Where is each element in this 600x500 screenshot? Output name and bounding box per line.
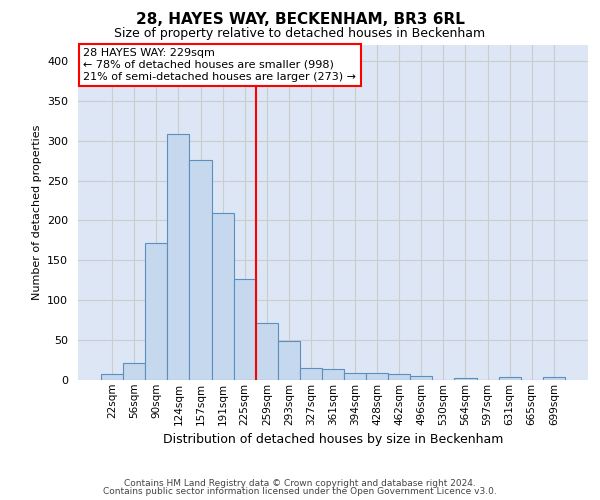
Bar (499, 377, 521, 380)
Bar (410, 376, 433, 380)
Bar (101, 374, 123, 380)
Bar (300, 368, 322, 380)
Bar (278, 341, 300, 380)
Bar (233, 278, 256, 380)
Bar (322, 369, 344, 380)
Text: Contains public sector information licensed under the Open Government Licence v3: Contains public sector information licen… (103, 487, 497, 496)
Bar (256, 322, 278, 380)
Y-axis label: Number of detached properties: Number of detached properties (32, 125, 41, 300)
Bar (123, 363, 145, 380)
Text: Contains HM Land Registry data © Crown copyright and database right 2024.: Contains HM Land Registry data © Crown c… (124, 478, 476, 488)
X-axis label: Distribution of detached houses by size in Beckenham: Distribution of detached houses by size … (163, 433, 503, 446)
Text: 28 HAYES WAY: 229sqm
← 78% of detached houses are smaller (998)
21% of semi-deta: 28 HAYES WAY: 229sqm ← 78% of detached h… (83, 48, 356, 82)
Bar (366, 373, 388, 380)
Text: Size of property relative to detached houses in Beckenham: Size of property relative to detached ho… (115, 28, 485, 40)
Bar (454, 378, 476, 380)
Bar (212, 212, 233, 380)
Bar (167, 134, 190, 380)
Bar (344, 373, 366, 380)
Bar (190, 160, 212, 380)
Bar (145, 243, 167, 380)
Bar (543, 377, 565, 380)
Text: 28, HAYES WAY, BECKENHAM, BR3 6RL: 28, HAYES WAY, BECKENHAM, BR3 6RL (136, 12, 464, 28)
Bar (388, 374, 410, 380)
